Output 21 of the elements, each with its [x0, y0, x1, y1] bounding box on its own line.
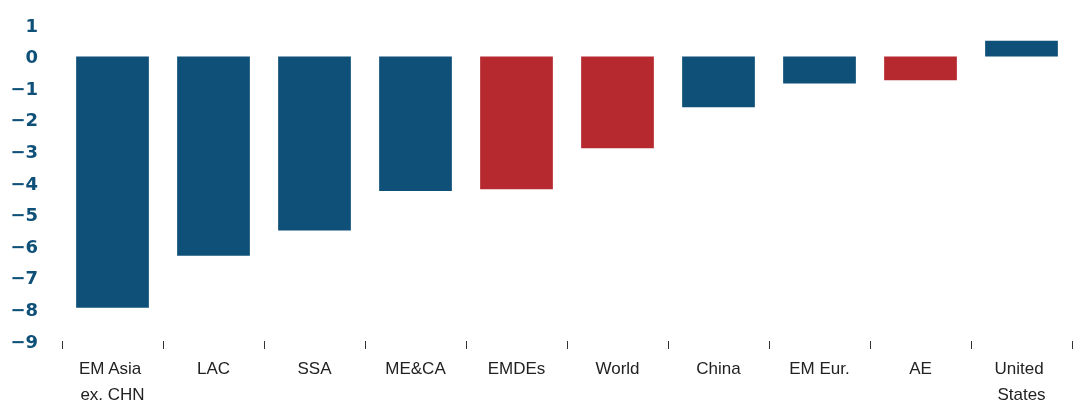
x-tick-label: World [595, 358, 640, 378]
y-tick-label: −4 [10, 172, 38, 194]
y-tick-label: −5 [10, 204, 38, 226]
x-tick-label: ME&CA [385, 358, 447, 378]
x-tick-label: SSA [297, 358, 333, 378]
x-tick-label: EMDEs [487, 358, 546, 378]
x-tick-label: AE [909, 358, 932, 378]
y-tick-label: −6 [10, 235, 38, 257]
y-tick-label: 0 [25, 46, 38, 68]
y-tick-label: −2 [10, 109, 38, 131]
x-tick-label: United States [994, 358, 1049, 404]
x-tick-label: EM Asia ex. CHN [78, 358, 147, 404]
x-tick-label: LAC [196, 358, 231, 378]
y-tick-label: −7 [10, 267, 38, 289]
x-tick-label: EM Eur. [789, 358, 850, 378]
x-tick-label: China [696, 358, 742, 378]
y-tick-label: −8 [10, 298, 38, 320]
y-tick-label: −9 [10, 330, 38, 352]
y-tick-label: −1 [10, 77, 38, 99]
y-tick-label: 1 [25, 14, 38, 36]
y-tick-label: −3 [10, 140, 38, 162]
